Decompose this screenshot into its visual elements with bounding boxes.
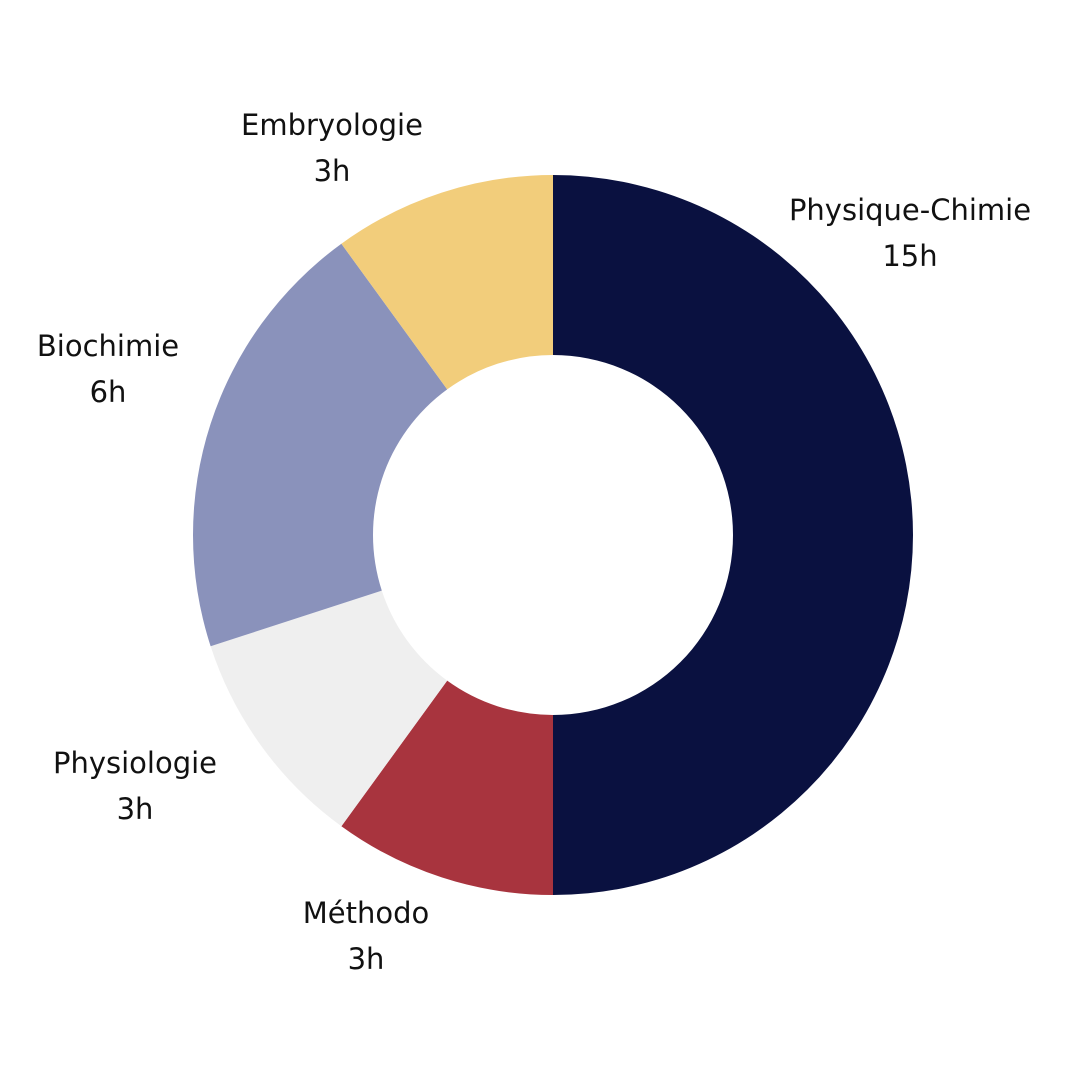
- donut-segment: [553, 175, 913, 895]
- segment-label: Physique-Chimie: [789, 193, 1031, 227]
- value-label: 3h: [314, 154, 351, 188]
- donut-segment: [341, 680, 553, 895]
- segment-label: Méthodo: [303, 896, 430, 930]
- value-label: 15h: [882, 239, 937, 273]
- segment-label: Embryologie: [241, 108, 423, 142]
- segment-label: Biochimie: [37, 329, 179, 363]
- value-label: 6h: [90, 375, 127, 409]
- donut-segment: [210, 590, 448, 827]
- value-label: 3h: [348, 942, 385, 976]
- donut-segment: [341, 175, 553, 390]
- donut-segment: [192, 243, 448, 647]
- segment-label: Physiologie: [53, 746, 217, 780]
- value-label: 3h: [117, 792, 154, 826]
